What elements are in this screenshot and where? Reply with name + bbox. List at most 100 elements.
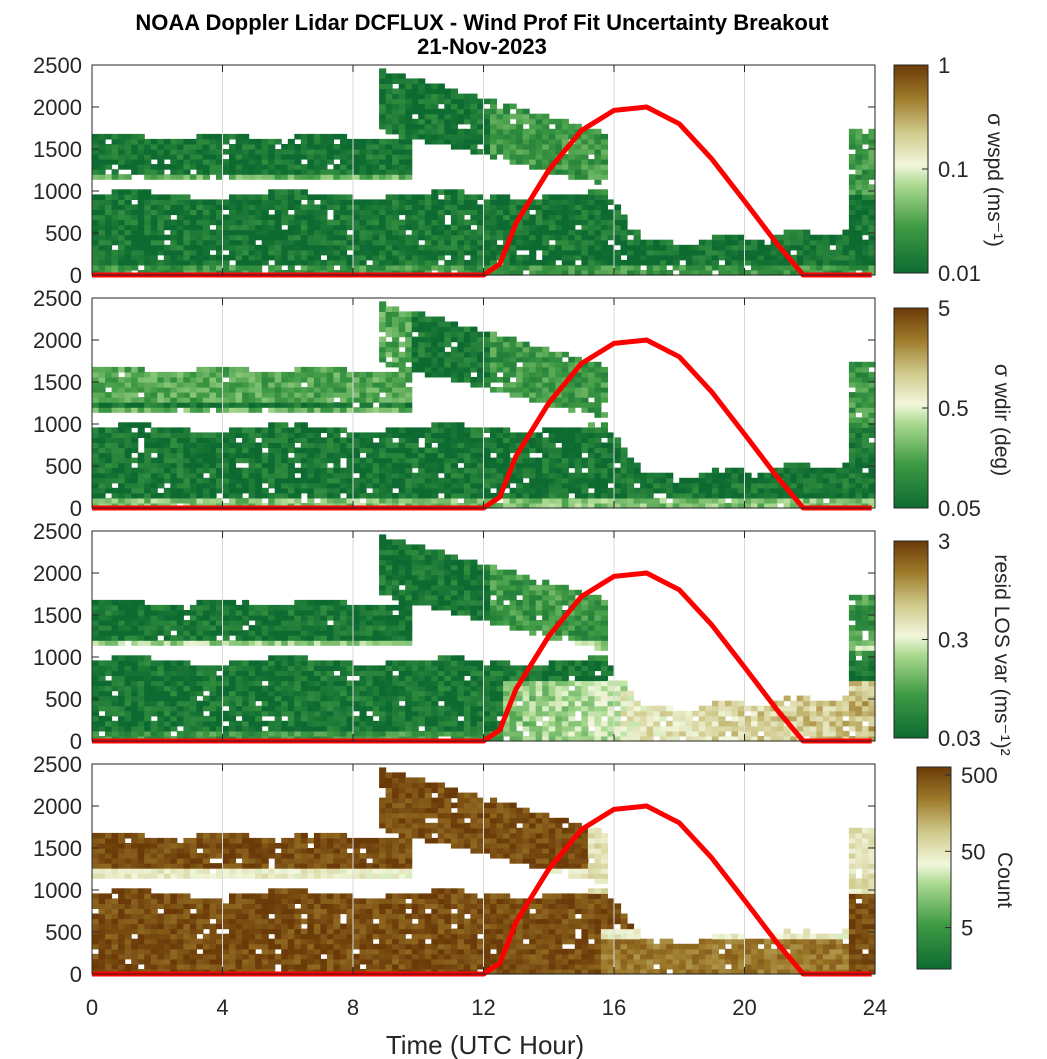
heatmap-cell — [216, 159, 224, 165]
heatmap-cell — [196, 407, 204, 413]
heatmap-cell — [587, 159, 595, 165]
heatmap-cell — [222, 264, 230, 271]
heatmap-cell — [398, 356, 406, 363]
heatmap-cell — [568, 382, 576, 388]
heatmap-cell — [424, 316, 432, 323]
heatmap-cell — [627, 229, 635, 236]
heatmap-cell — [594, 164, 602, 170]
heatmap-cell — [855, 462, 863, 469]
heatmap-cell — [470, 331, 478, 338]
heatmap-cell — [711, 477, 719, 484]
heatmap-cell — [131, 224, 139, 231]
heatmap-cell — [144, 154, 152, 160]
heatmap-cell — [216, 462, 224, 469]
heatmap-cell — [470, 437, 478, 443]
heatmap-cell — [600, 219, 608, 226]
heatmap-cell — [294, 371, 302, 378]
heatmap-cell — [470, 382, 478, 388]
heatmap-cell — [561, 123, 569, 130]
heatmap-cell — [835, 477, 843, 484]
heatmap-cell — [287, 487, 295, 494]
heatmap-cell — [385, 244, 393, 251]
heatmap-cell — [431, 93, 439, 100]
heatmap-cell — [587, 452, 595, 459]
heatmap-cell — [405, 118, 413, 125]
heatmap-cell — [529, 113, 537, 120]
heatmap-cell — [372, 457, 380, 464]
heatmap-cell — [111, 447, 119, 454]
heatmap-cell — [372, 254, 380, 261]
heatmap-cell — [411, 98, 419, 105]
heatmap-cell — [326, 366, 334, 373]
heatmap-cell — [398, 407, 406, 413]
heatmap-cell — [235, 467, 243, 474]
heatmap-cell — [372, 234, 380, 241]
heatmap-cell — [848, 259, 856, 266]
heatmap-cell — [627, 249, 635, 256]
heatmap-cell — [490, 103, 498, 110]
heatmap-cell — [431, 264, 439, 271]
heatmap-cell — [392, 336, 400, 343]
heatmap-cell — [144, 214, 152, 221]
heatmap-cell — [816, 487, 824, 494]
heatmap-cell — [124, 482, 132, 489]
heatmap-cell — [268, 397, 276, 403]
heatmap-cell — [855, 138, 863, 145]
heatmap-cell — [477, 234, 485, 241]
heatmap-cell — [300, 467, 308, 474]
heatmap-cell — [144, 497, 152, 504]
heatmap-cell — [385, 351, 393, 358]
heatmap-cell — [535, 346, 543, 353]
heatmap-cell — [457, 361, 465, 368]
heatmap-cell — [392, 199, 400, 205]
heatmap-cell — [222, 138, 230, 145]
heatmap-cell — [829, 259, 837, 266]
heatmap-cell — [411, 487, 419, 494]
heatmap-cell — [457, 472, 465, 479]
heatmap-cell — [529, 432, 537, 438]
heatmap-cell — [372, 149, 380, 155]
heatmap-cell — [718, 239, 726, 246]
heatmap-cell — [555, 239, 563, 246]
heatmap-cell — [111, 730, 119, 737]
heatmap-cell — [848, 133, 856, 140]
heatmap-cell — [144, 437, 152, 443]
heatmap-cell — [457, 356, 465, 363]
heatmap-cell — [294, 154, 302, 160]
heatmap-cell — [444, 204, 452, 210]
heatmap-cell — [222, 382, 230, 388]
heatmap-cell — [118, 174, 126, 180]
heatmap-cell — [855, 477, 863, 484]
heatmap-cell — [300, 169, 308, 175]
heatmap-cell — [457, 427, 465, 433]
heatmap-cell — [627, 503, 635, 509]
heatmap-cell — [98, 264, 106, 271]
heatmap-cell — [470, 346, 478, 353]
heatmap-cell — [294, 457, 302, 464]
heatmap-cell — [463, 331, 471, 338]
heatmap-cell — [803, 249, 811, 256]
heatmap-cell — [431, 133, 439, 140]
heatmap-cell — [411, 194, 419, 200]
heatmap-cell — [698, 254, 706, 261]
heatmap-cell — [477, 138, 485, 145]
heatmap-cell — [555, 361, 563, 368]
heatmap-cell — [300, 482, 308, 489]
heatmap-cell — [124, 660, 132, 666]
heatmap-cell — [170, 371, 178, 378]
heatmap-cell — [157, 209, 165, 216]
heatmap-cell — [255, 442, 263, 449]
heatmap-cell — [392, 149, 400, 155]
heatmap-cell — [398, 397, 406, 403]
heatmap-cell — [294, 249, 302, 256]
heatmap-cell — [235, 492, 243, 499]
heatmap-cell — [535, 392, 543, 398]
heatmap-cell — [405, 321, 413, 328]
heatmap-cell — [333, 382, 341, 388]
heatmap-cell — [477, 224, 485, 231]
heatmap-cell — [176, 138, 184, 145]
heatmap-cell — [131, 133, 139, 140]
heatmap-cell — [379, 477, 387, 484]
heatmap-cell — [111, 725, 119, 732]
